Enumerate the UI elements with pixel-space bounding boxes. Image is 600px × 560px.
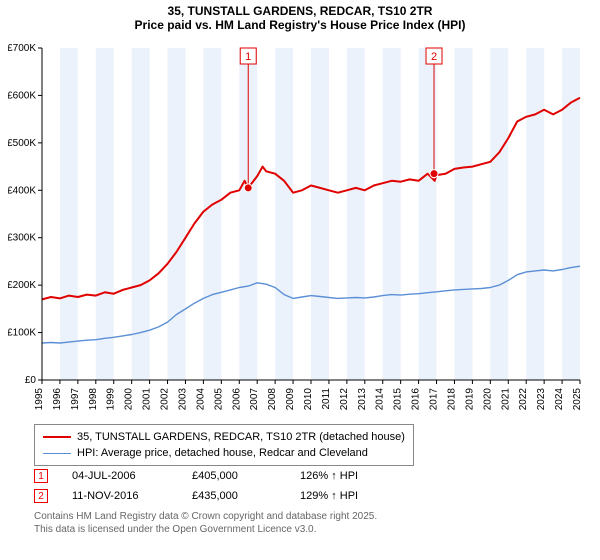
marker-row: 2 11-NOV-2016 £435,000 129% ↑ HPI: [34, 486, 390, 506]
svg-text:1997: 1997: [70, 388, 81, 411]
svg-text:2025: 2025: [572, 388, 583, 411]
legend-swatch: [43, 453, 71, 454]
svg-text:2009: 2009: [285, 388, 296, 411]
svg-text:1: 1: [245, 51, 251, 63]
marker-price: £435,000: [192, 490, 276, 502]
legend-row: HPI: Average price, detached house, Redc…: [43, 445, 405, 461]
svg-text:2001: 2001: [142, 388, 153, 411]
svg-text:1996: 1996: [52, 388, 63, 411]
marker-id-badge: 1: [34, 469, 48, 483]
svg-text:2021: 2021: [500, 388, 511, 411]
svg-text:2005: 2005: [213, 388, 224, 411]
svg-text:1995: 1995: [34, 388, 45, 411]
legend-label: HPI: Average price, detached house, Redc…: [77, 447, 368, 459]
svg-text:2014: 2014: [375, 388, 386, 411]
svg-text:2015: 2015: [393, 388, 404, 411]
svg-text:2006: 2006: [231, 388, 242, 411]
legend-box: 35, TUNSTALL GARDENS, REDCAR, TS10 2TR (…: [34, 424, 414, 466]
svg-text:1998: 1998: [88, 388, 99, 411]
svg-text:1999: 1999: [106, 388, 117, 411]
marker-hpi: 126% ↑ HPI: [300, 470, 390, 482]
svg-text:2011: 2011: [321, 388, 332, 410]
svg-text:2017: 2017: [429, 388, 440, 411]
marker-row: 1 04-JUL-2006 £405,000 126% ↑ HPI: [34, 466, 390, 486]
title-address: 35, TUNSTALL GARDENS, REDCAR, TS10 2TR: [0, 4, 600, 18]
marker-date: 04-JUL-2006: [72, 470, 168, 482]
title-subtitle: Price paid vs. HM Land Registry's House …: [0, 18, 600, 32]
svg-text:£600K: £600K: [8, 90, 36, 101]
footer-line-2: This data is licensed under the Open Gov…: [34, 523, 377, 536]
svg-text:£400K: £400K: [8, 185, 36, 196]
footer-attribution: Contains HM Land Registry data © Crown c…: [34, 510, 377, 536]
svg-text:2: 2: [431, 51, 437, 63]
chart-svg: £0 £100K £200K £300K £400K £500K £600K £700K 199…: [8, 44, 584, 418]
legend-label: 35, TUNSTALL GARDENS, REDCAR, TS10 2TR (…: [77, 431, 405, 443]
svg-text:2023: 2023: [536, 388, 547, 411]
chart-area: £0 £100K £200K £300K £400K £500K £600K £700K 199…: [8, 44, 584, 418]
svg-text:£500K: £500K: [8, 138, 36, 149]
svg-text:2024: 2024: [554, 388, 565, 411]
svg-text:2016: 2016: [411, 388, 422, 411]
svg-text:2003: 2003: [177, 388, 188, 411]
svg-text:2004: 2004: [195, 388, 206, 411]
marker-price: £405,000: [192, 470, 276, 482]
title-block: 35, TUNSTALL GARDENS, REDCAR, TS10 2TR P…: [0, 0, 600, 34]
footer-line-1: Contains HM Land Registry data © Crown c…: [34, 510, 377, 523]
svg-text:2000: 2000: [124, 388, 135, 411]
marker-hpi: 129% ↑ HPI: [300, 490, 390, 502]
svg-text:£700K: £700K: [8, 44, 36, 54]
legend-row: 35, TUNSTALL GARDENS, REDCAR, TS10 2TR (…: [43, 429, 405, 445]
svg-text:2013: 2013: [357, 388, 368, 411]
svg-text:2022: 2022: [518, 388, 529, 411]
marker-date: 11-NOV-2016: [72, 490, 168, 502]
svg-text:2019: 2019: [464, 388, 475, 411]
legend-swatch: [43, 436, 71, 438]
svg-text:£0: £0: [25, 375, 37, 386]
svg-text:2012: 2012: [339, 388, 350, 411]
svg-text:2010: 2010: [303, 388, 314, 411]
svg-text:£300K: £300K: [8, 233, 36, 244]
chart-container: 35, TUNSTALL GARDENS, REDCAR, TS10 2TR P…: [0, 0, 600, 560]
svg-text:2018: 2018: [446, 388, 457, 411]
svg-text:2020: 2020: [482, 388, 493, 411]
svg-text:£200K: £200K: [8, 280, 36, 291]
svg-text:2008: 2008: [267, 388, 278, 411]
marker-table: 1 04-JUL-2006 £405,000 126% ↑ HPI 2 11-NOV-20…: [34, 466, 390, 506]
svg-text:£100K: £100K: [8, 328, 36, 339]
svg-text:2002: 2002: [160, 388, 171, 411]
svg-text:2007: 2007: [249, 388, 260, 411]
marker-id-badge: 2: [34, 489, 48, 503]
